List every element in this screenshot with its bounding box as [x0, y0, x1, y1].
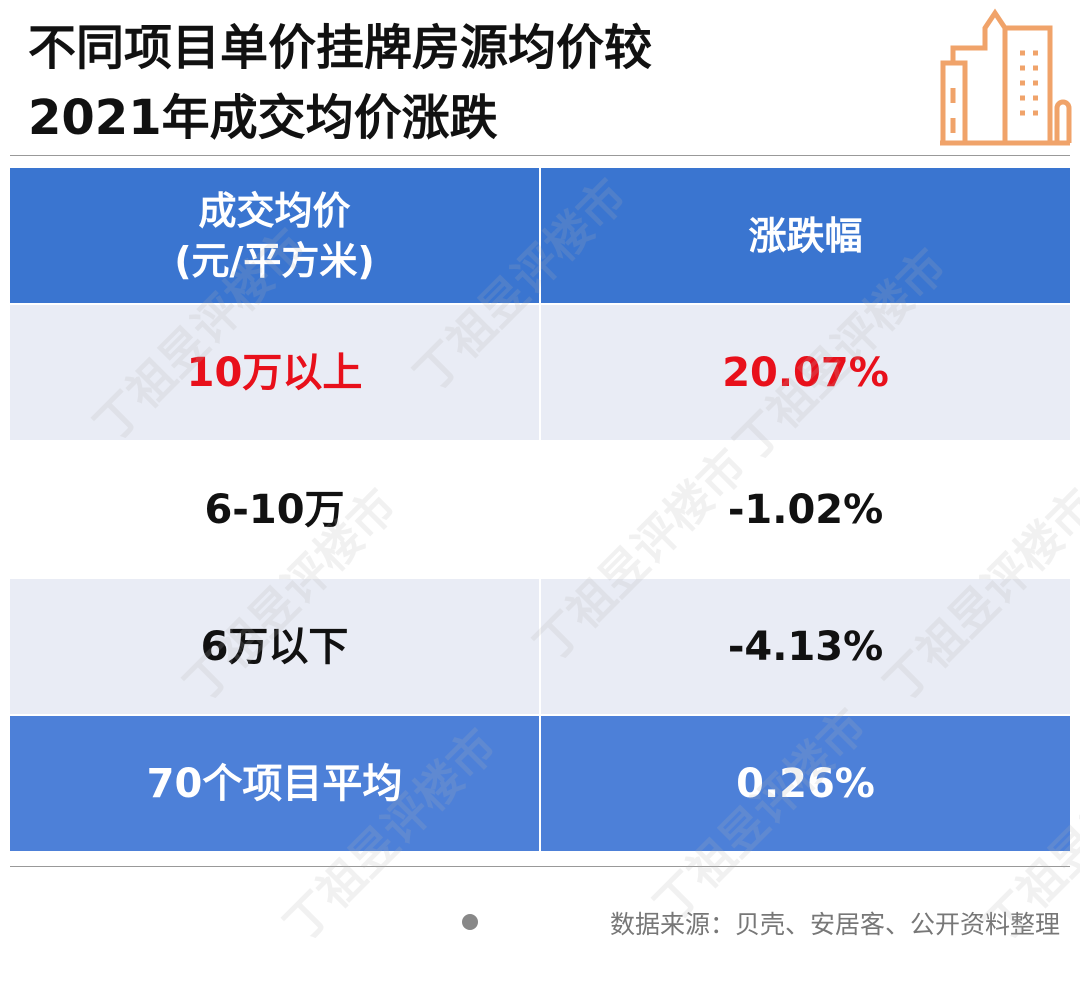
table-cell: 6万以下 [10, 579, 539, 714]
table: 成交均价 (元/平方米) 涨跌幅 10万以上 20.07% 6-10万 -1.02% 6万以… [10, 168, 1070, 853]
header-row: 成交均价 (元/平方米) 涨跌幅 [10, 168, 1070, 303]
title-line: 不同项目单价挂牌房源均价较 [28, 20, 653, 76]
divider [10, 155, 1070, 156]
table-row: 10万以上 20.07% [10, 305, 1070, 440]
source-note: 数据来源：贝壳、安居客、公开资料整理 [609, 910, 1060, 939]
table-cell: -4.13% [541, 579, 1070, 714]
table-cell: 10万以上 [10, 305, 539, 440]
table-cell: 0.26% [541, 716, 1070, 851]
header-cell: 涨跌幅 [541, 168, 1070, 303]
title-line: 2021年成交均价涨跌 [28, 90, 498, 146]
table-row: 6万以下 -4.13% [10, 579, 1070, 714]
building-icon [940, 8, 1072, 146]
table-cell: 6-10万 [10, 442, 539, 577]
header-cell: 成交均价 (元/平方米) [10, 168, 539, 303]
table-row: 6-10万 -1.02% [10, 442, 1070, 577]
table-cell: -1.02% [541, 442, 1070, 577]
divider [10, 866, 1070, 867]
table-cell: 20.07% [541, 305, 1070, 440]
table-row: 70个项目平均 0.26% [10, 716, 1070, 851]
bullet [462, 914, 478, 930]
table-cell: 70个项目平均 [10, 716, 539, 851]
